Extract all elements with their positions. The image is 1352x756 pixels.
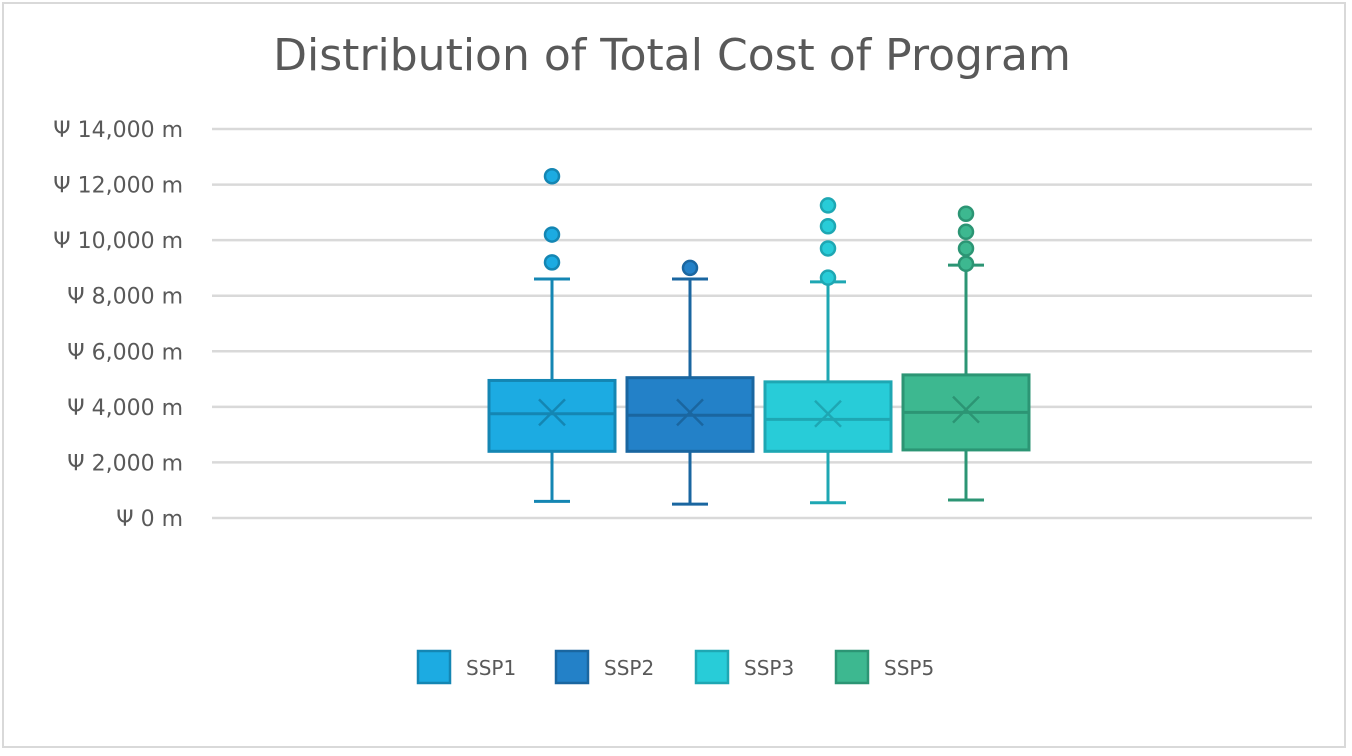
box-ssp2 xyxy=(625,259,755,506)
legend-swatch-ssp3 xyxy=(694,649,730,685)
gridlines xyxy=(212,127,1312,520)
legend-swatch-ssp1 xyxy=(416,649,452,685)
outlier-point xyxy=(957,223,975,241)
y-axis-ticks: Ψ 0 m Ψ 2,000 m Ψ 4,000 m Ψ 6,000 m Ψ 8,000 … xyxy=(53,118,183,532)
mean-marker xyxy=(538,398,566,427)
y-tick-label: Ψ 4,000 m xyxy=(67,396,183,421)
outlier-point xyxy=(681,259,699,277)
legend: SSP1 SSP2 SSP3 SSP5 xyxy=(416,649,934,685)
outlier-point xyxy=(543,254,561,271)
y-tick-label: Ψ 0 m xyxy=(116,507,183,532)
iqr-box xyxy=(763,380,893,453)
legend-swatch-ssp5 xyxy=(834,649,870,685)
box-ssp1 xyxy=(487,167,617,503)
mean-marker xyxy=(676,398,704,427)
mean-marker xyxy=(814,399,842,428)
box-ssp3 xyxy=(763,197,893,505)
box-ssp5 xyxy=(901,205,1031,502)
y-tick-label: Ψ 10,000 m xyxy=(53,229,183,254)
outlier-point xyxy=(957,255,975,273)
y-tick-label: Ψ 12,000 m xyxy=(53,174,183,199)
outlier-point xyxy=(819,197,837,214)
outlier-point xyxy=(819,240,837,257)
y-tick-label: Ψ 8,000 m xyxy=(67,285,183,310)
legend-label-ssp3: SSP3 xyxy=(744,656,794,680)
legend-label-ssp1: SSP1 xyxy=(466,656,516,680)
mean-marker xyxy=(952,395,980,424)
box-series xyxy=(487,167,1031,506)
iqr-box xyxy=(487,378,617,453)
outlier-point xyxy=(819,269,837,286)
chart-title: Distribution of Total Cost of Program xyxy=(273,30,1071,81)
outlier-point xyxy=(543,167,561,185)
y-tick-label: Ψ 2,000 m xyxy=(67,451,183,476)
outlier-point xyxy=(819,218,837,235)
y-tick-label: Ψ 14,000 m xyxy=(53,118,183,143)
outlier-point xyxy=(957,240,975,257)
y-tick-label: Ψ 6,000 m xyxy=(67,340,183,365)
outlier-point xyxy=(543,226,561,243)
legend-swatch-ssp2 xyxy=(554,649,590,685)
legend-label-ssp2: SSP2 xyxy=(604,656,654,680)
outlier-point xyxy=(957,205,975,222)
legend-label-ssp5: SSP5 xyxy=(884,656,934,680)
